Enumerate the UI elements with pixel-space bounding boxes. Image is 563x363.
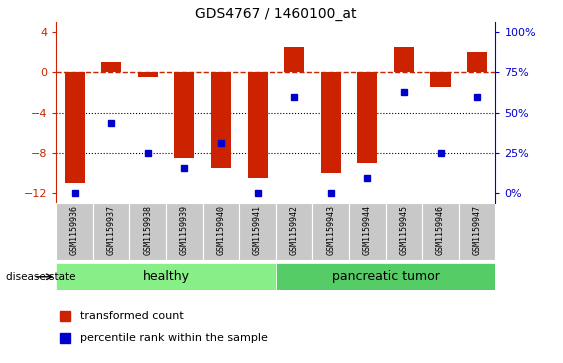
Bar (284, 47, 304, 72)
Bar (56, 263, 276, 290)
Text: GSM1159936: GSM1159936 (70, 205, 79, 255)
Bar (394, 47, 414, 72)
Bar (431, 72, 450, 87)
Text: GSM1159941: GSM1159941 (253, 205, 262, 255)
Text: GSM1159940: GSM1159940 (217, 205, 225, 255)
Text: healthy: healthy (142, 270, 190, 283)
Title: GDS4767 / 1460100_at: GDS4767 / 1460100_at (195, 7, 356, 21)
Bar (211, 72, 231, 168)
Text: GSM1159945: GSM1159945 (400, 205, 408, 255)
Bar (276, 203, 312, 260)
Text: GSM1159942: GSM1159942 (290, 205, 298, 255)
Bar (276, 263, 495, 290)
Bar (358, 72, 377, 163)
Bar (459, 203, 495, 260)
Bar (175, 72, 194, 158)
Bar (65, 72, 84, 183)
Bar (321, 72, 341, 173)
Text: GSM1159943: GSM1159943 (327, 205, 335, 255)
Text: GSM1159939: GSM1159939 (180, 205, 189, 255)
Bar (138, 72, 158, 77)
Text: GSM1159944: GSM1159944 (363, 205, 372, 255)
Text: transformed count: transformed count (81, 310, 184, 321)
Bar (56, 203, 93, 260)
Text: GSM1159937: GSM1159937 (107, 205, 115, 255)
Bar (248, 72, 267, 178)
Text: GSM1159947: GSM1159947 (473, 205, 481, 255)
Bar (129, 203, 166, 260)
Bar (166, 203, 203, 260)
Bar (203, 203, 239, 260)
Text: GSM1159946: GSM1159946 (436, 205, 445, 255)
Bar (386, 203, 422, 260)
Bar (93, 203, 129, 260)
Bar (422, 203, 459, 260)
Text: percentile rank within the sample: percentile rank within the sample (81, 333, 269, 343)
Text: GSM1159938: GSM1159938 (144, 205, 152, 255)
Bar (101, 62, 121, 72)
Bar (312, 203, 349, 260)
Text: disease state: disease state (6, 272, 75, 282)
Bar (467, 52, 487, 72)
Bar (349, 203, 386, 260)
Text: pancreatic tumor: pancreatic tumor (332, 270, 440, 283)
Bar (239, 203, 276, 260)
